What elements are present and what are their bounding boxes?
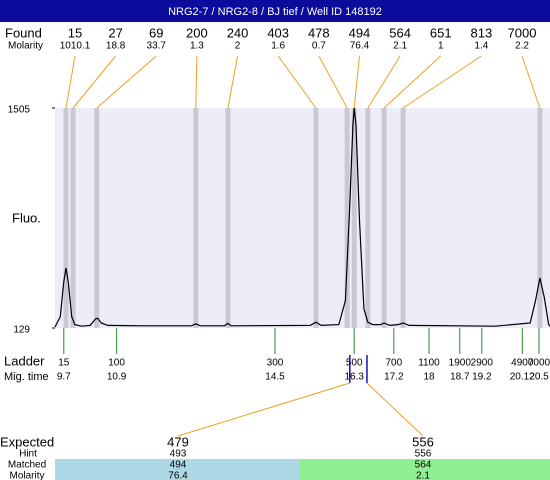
molarity-label: Molarity — [8, 41, 43, 52]
peak-band — [63, 108, 69, 328]
peak-band — [344, 108, 350, 328]
found-leader — [402, 55, 482, 109]
peak-band — [193, 108, 199, 328]
ladder-size: 4900 — [511, 358, 534, 369]
peak-band — [537, 108, 543, 328]
found-size: 27 — [108, 25, 122, 40]
found-leader — [65, 55, 76, 109]
expected-leader — [366, 382, 424, 437]
hint-size: 556 — [415, 449, 432, 460]
found-molarity: 0.7 — [312, 41, 326, 52]
ladder-size: 15 — [58, 358, 70, 369]
peak-band — [351, 108, 357, 328]
found-label: Found — [5, 25, 42, 40]
plot-area — [55, 108, 550, 328]
matched-label: Matched — [8, 460, 46, 471]
matched-band — [300, 459, 550, 480]
peak-band — [313, 108, 319, 328]
ladder-size: 100 — [108, 358, 125, 369]
matched-molarity: 76.4 — [168, 471, 188, 480]
peak-band — [225, 108, 231, 328]
y-tick-label: 129 — [13, 325, 30, 336]
found-molarity: 1.6 — [271, 41, 285, 52]
ladder-time: 10.9 — [107, 372, 127, 383]
ladder-time: 9.7 — [57, 372, 71, 383]
found-molarity: 76.4 — [350, 41, 370, 52]
ladder-size: 7000 — [528, 358, 550, 369]
found-molarity: 1.3 — [190, 41, 204, 52]
found-leader — [383, 55, 442, 109]
found-size: 813 — [471, 25, 493, 40]
found-leader — [353, 55, 360, 109]
ladder-time: 20.5 — [529, 372, 549, 383]
found-size: 69 — [149, 25, 163, 40]
ladder-time: 17.2 — [384, 372, 404, 383]
ladder-time: 18.7 — [450, 372, 470, 383]
hint-size: 493 — [170, 449, 187, 460]
ladder-time: 18 — [423, 372, 435, 383]
found-molarity: 1 — [438, 41, 444, 52]
expected-molarity-label: Molarity — [9, 471, 44, 480]
ladder-size: 500 — [346, 358, 363, 369]
found-molarity: 1.4 — [474, 41, 488, 52]
ladder-time: 16.3 — [344, 372, 364, 383]
expected-size: 556 — [412, 434, 434, 449]
found-molarity: 33.7 — [147, 41, 167, 52]
found-molarity: 2 — [235, 41, 241, 52]
ladder-size: 300 — [267, 358, 284, 369]
found-size: 240 — [227, 25, 249, 40]
ladder-size: 1900 — [449, 358, 472, 369]
ladder-time: 14.5 — [265, 372, 285, 383]
peak-band — [365, 108, 371, 328]
chart-title: NRG2-7 / NRG2-8 / BJ tief / Well ID 1481… — [168, 6, 382, 18]
y-axis-label: Fluo. — [12, 210, 41, 225]
ladder-label: Ladder — [4, 353, 45, 368]
found-molarity: 2.2 — [515, 41, 529, 52]
found-molarity: 1010.1 — [60, 41, 91, 52]
ladder-time: 19.2 — [472, 372, 492, 383]
hint-label: Hint — [19, 449, 37, 460]
matched-size: 494 — [170, 460, 187, 471]
found-molarity: 2.1 — [393, 41, 407, 52]
matched-molarity: 2.1 — [416, 471, 430, 480]
found-size: 478 — [308, 25, 330, 40]
found-leader — [195, 55, 198, 109]
found-leader — [72, 55, 117, 109]
expected-size: 479 — [167, 434, 189, 449]
expected-leader — [177, 382, 350, 437]
peak-band — [94, 108, 100, 328]
found-size: 494 — [349, 25, 371, 40]
found-size: 200 — [186, 25, 208, 40]
found-size: 564 — [389, 25, 411, 40]
found-leader — [521, 55, 541, 109]
ladder-size: 700 — [385, 358, 402, 369]
found-size: 7000 — [508, 25, 537, 40]
found-leader — [96, 55, 157, 109]
mig-time-label: Mig. time — [4, 371, 49, 383]
expected-label: Expected — [0, 434, 54, 449]
peak-band — [70, 108, 76, 328]
found-leader — [367, 55, 401, 109]
found-size: 15 — [68, 25, 82, 40]
found-size: 403 — [267, 25, 289, 40]
found-leader — [227, 55, 239, 109]
found-size: 651 — [430, 25, 452, 40]
peak-band — [400, 108, 406, 328]
ladder-time: 20.12 — [510, 372, 535, 383]
ladder-size: 1100 — [418, 358, 440, 369]
matched-size: 564 — [415, 460, 432, 471]
ladder-size: 2900 — [471, 358, 494, 369]
found-leader — [277, 55, 317, 109]
title-bar — [0, 0, 550, 22]
matched-band — [55, 459, 300, 480]
y-tick-label: 1505 — [8, 105, 31, 116]
peak-band — [381, 108, 387, 328]
found-molarity: 18.8 — [106, 41, 126, 52]
found-leader — [318, 55, 348, 109]
trace — [54, 107, 550, 328]
